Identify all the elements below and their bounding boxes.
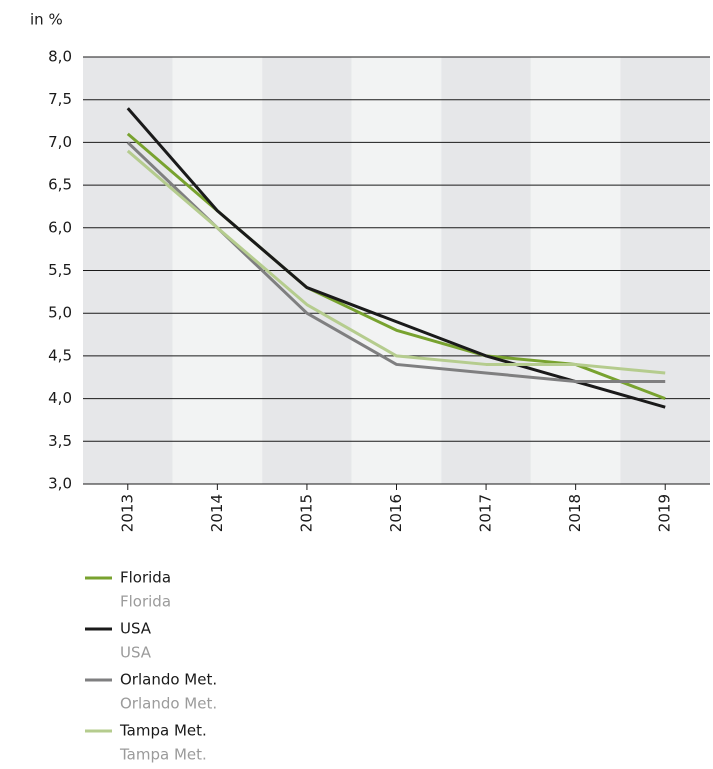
x-tick-label: 2018 (566, 494, 584, 532)
legend-label: Orlando Met. (120, 671, 217, 689)
y-axis-label: in % (30, 11, 63, 29)
y-tick-label: 6,0 (48, 218, 72, 236)
legend-label: Florida (120, 569, 171, 587)
legend-label: Tampa Met. (119, 722, 207, 740)
legend-sublabel: Florida (120, 593, 171, 611)
y-tick-label: 4,5 (48, 346, 72, 364)
y-tick-label: 6,5 (48, 176, 72, 194)
x-tick-label: 2016 (387, 494, 405, 532)
x-tick-label: 2019 (656, 494, 674, 532)
y-tick-label: 8,0 (48, 48, 72, 66)
y-tick-label: 5,0 (48, 304, 72, 322)
legend-label: USA (120, 620, 152, 638)
y-tick-label: 3,5 (48, 432, 72, 450)
y-tick-label: 7,0 (48, 133, 72, 151)
x-tick-label: 2017 (477, 494, 495, 532)
y-tick-label: 7,5 (48, 90, 72, 108)
y-tick-label: 4,0 (48, 389, 72, 407)
legend-sublabel: Tampa Met. (119, 746, 207, 764)
series-line (126, 149, 666, 375)
x-tick-label: 2013 (118, 494, 136, 532)
legend-sublabel: Orlando Met. (120, 695, 217, 713)
x-tick-label: 2015 (297, 494, 315, 532)
y-tick-label: 3,0 (48, 475, 72, 493)
legend-sublabel: USA (120, 644, 152, 662)
y-tick-label: 5,5 (48, 261, 72, 279)
x-tick-label: 2014 (208, 494, 226, 532)
